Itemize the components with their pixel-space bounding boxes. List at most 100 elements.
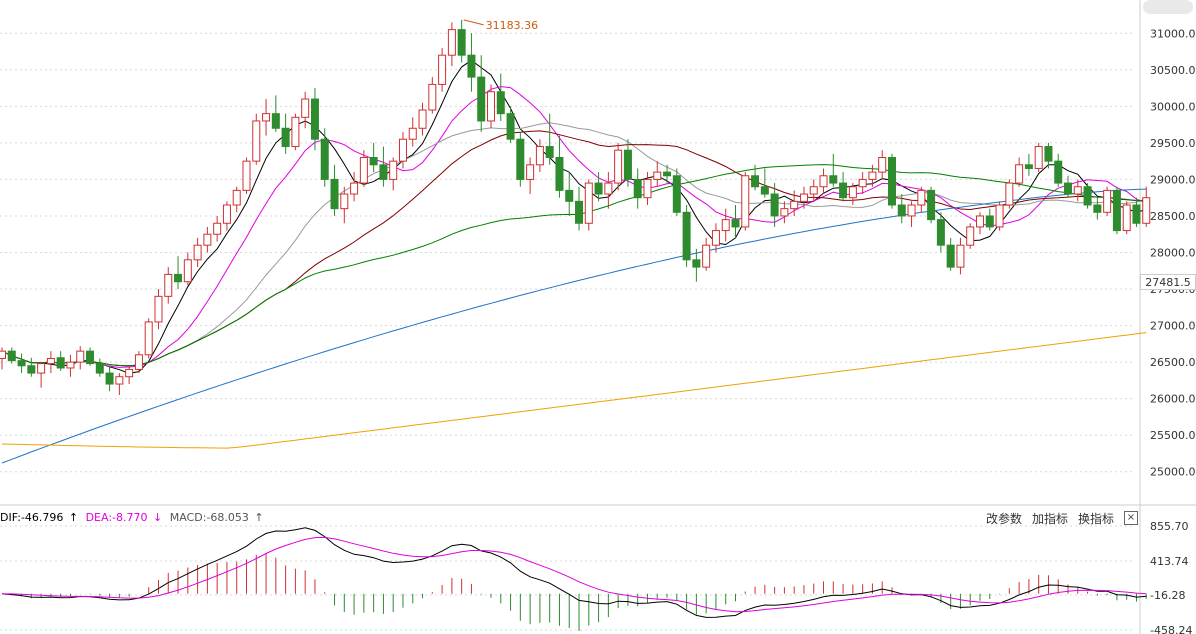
candle-body	[848, 186, 857, 199]
candle-body	[232, 189, 241, 206]
candle-body	[927, 189, 936, 221]
close-indicator-icon[interactable]: ×	[1124, 511, 1138, 525]
candle-body	[663, 171, 672, 177]
candle-body	[633, 178, 642, 199]
candle-body	[741, 175, 750, 228]
candle-body	[203, 233, 212, 246]
macd-y-tick-label: -16.28	[1150, 589, 1185, 602]
candle-body	[1132, 204, 1141, 224]
current-price-tag: 27481.5	[1140, 274, 1196, 290]
candle-body	[291, 116, 300, 148]
modify-params-button[interactable]: 改参数	[985, 511, 1022, 526]
candle-body	[467, 54, 476, 78]
macd-arrow: ↑	[254, 511, 264, 524]
candle-body	[1083, 186, 1092, 206]
candle-body	[222, 204, 231, 224]
candle-body	[496, 91, 505, 115]
dea-label: DEA:-8.770 ↓	[86, 511, 165, 524]
candle-body	[516, 138, 525, 180]
candle-body	[584, 182, 593, 224]
candle-body	[301, 98, 310, 118]
y-tick-label: 25500.0	[1150, 429, 1196, 442]
candle-body	[1122, 204, 1131, 232]
candle-body	[262, 113, 271, 122]
max-price-annotation: 31183.36	[486, 19, 539, 32]
candle-body	[535, 146, 544, 166]
candle-body	[604, 182, 613, 195]
dea-arrow: ↓	[153, 511, 163, 524]
max-annotation-arrow	[463, 19, 484, 26]
y-tick-label: 30500.0	[1150, 64, 1196, 77]
candle-body	[359, 157, 368, 184]
candle-body	[7, 350, 16, 362]
candle-body	[37, 363, 46, 374]
scrollbar-thumb[interactable]	[1143, 0, 1193, 14]
y-tick-label: 26000.0	[1150, 393, 1196, 406]
macd-chart[interactable]: 855.70 413.74 -16.28 -458.24	[0, 506, 1196, 634]
candle-body	[760, 186, 769, 195]
candle-body	[66, 361, 75, 369]
y-tick-label: 26500.0	[1150, 356, 1196, 369]
candle-body	[995, 204, 1004, 228]
dea-line	[1, 536, 1147, 613]
candle-body	[917, 189, 926, 206]
candle-body	[878, 157, 887, 173]
macd-y-tick-label: 855.70	[1150, 520, 1189, 533]
ma-line-20	[1, 122, 1147, 367]
candle-body	[252, 120, 261, 162]
y-tick-label: 25000.0	[1150, 466, 1196, 479]
y-tick-label: 27000.0	[1150, 320, 1196, 333]
candle-body	[330, 178, 339, 210]
candle-body	[447, 29, 456, 56]
candle-body	[565, 189, 574, 202]
candle-body	[1112, 189, 1121, 232]
candle-body	[408, 127, 417, 140]
macd-legend: DIF:-46.796 ↑ DEA:-8.770 ↓ MACD:-68.053 …	[0, 509, 268, 527]
candle-body	[340, 193, 349, 210]
candle-body	[271, 113, 280, 129]
candle-body	[115, 376, 124, 385]
candle-body	[770, 193, 779, 217]
candle-body	[1024, 164, 1033, 169]
candle-body	[985, 215, 994, 228]
candle-body	[144, 321, 153, 356]
candle-body	[868, 171, 877, 180]
candle-body	[721, 219, 730, 232]
macd-label: MACD:-68.053 ↑	[170, 511, 266, 524]
candle-body	[95, 363, 104, 374]
ma-line-10	[1, 86, 1147, 368]
candle-body	[428, 83, 437, 111]
candle-body	[17, 360, 26, 367]
candlestick-chart[interactable]: 31000.0 30500.0 30000.0 29500.0 29000.0 28500…	[0, 0, 1196, 506]
candle-body	[790, 200, 799, 210]
candle-body	[506, 113, 515, 140]
candle-body	[711, 230, 720, 246]
candle-body	[751, 175, 760, 188]
candle-body	[1093, 204, 1102, 213]
y-tick-label: 30000.0	[1150, 100, 1196, 113]
candle-body	[174, 273, 183, 283]
dif-value: DIF:-46.796	[0, 511, 64, 524]
add-indicator-button[interactable]: 加指标	[1031, 511, 1068, 526]
y-tick-label: 29000.0	[1150, 173, 1196, 186]
candle-body	[1054, 160, 1063, 184]
candle-body	[369, 157, 378, 166]
candle-body	[887, 157, 896, 206]
candle-body	[809, 186, 818, 195]
candle-body	[320, 138, 329, 180]
candle-body	[134, 354, 143, 370]
y-tick-label: 28000.0	[1150, 247, 1196, 260]
candle-body	[1103, 189, 1112, 213]
candle-body	[858, 178, 867, 188]
candle-body	[643, 178, 652, 199]
macd-y-tick-label: -458.24	[1150, 624, 1192, 634]
candle-body	[487, 91, 495, 122]
candle-body	[242, 160, 251, 191]
candle-body	[702, 244, 711, 268]
switch-indicator-button[interactable]: 换指标	[1077, 511, 1114, 526]
candle-body	[125, 368, 134, 378]
dif-arrow: ↑	[68, 511, 79, 524]
candle-body	[956, 244, 965, 268]
candle-body	[213, 222, 222, 235]
candle-body	[46, 357, 55, 365]
